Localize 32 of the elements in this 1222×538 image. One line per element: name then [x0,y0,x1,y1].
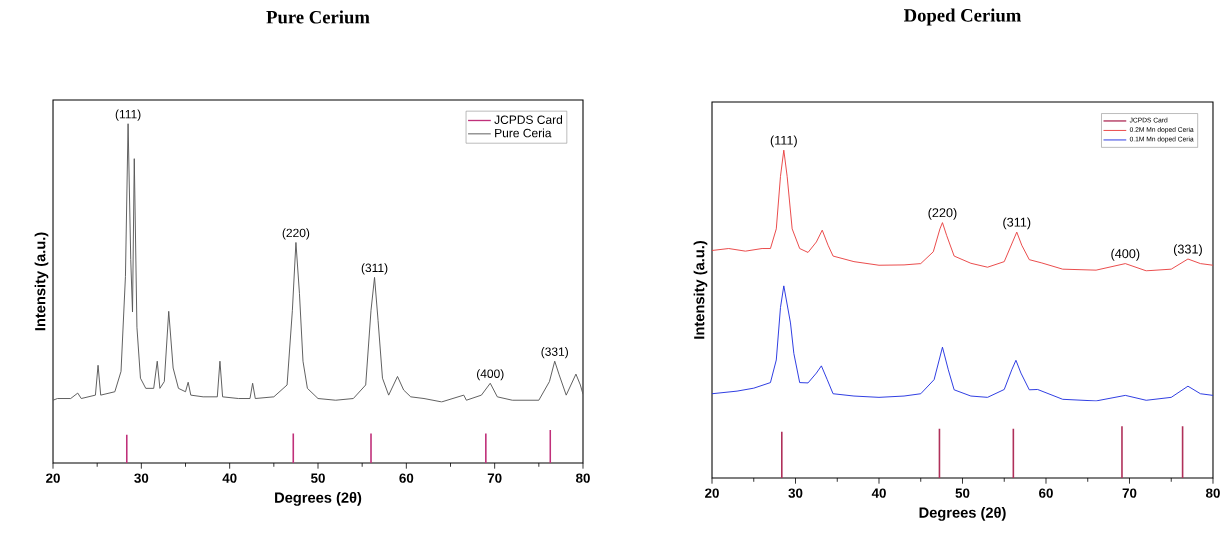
x-tick-label: 20 [705,488,719,498]
legend-label: Pure Ceria [495,128,552,138]
x-tick-label: 80 [576,473,590,483]
annotation: (400) [477,369,504,381]
annotation: (111) [115,109,141,121]
annotation: (111) [770,135,797,148]
chart-title: Doped Cerium [903,8,1022,26]
x-tick-label: 30 [134,473,149,483]
x-tick-label: 30 [788,488,803,498]
x-tick-label: 50 [955,488,970,498]
x-tick-label: 80 [1205,488,1220,498]
x-tick-label: 20 [46,473,60,483]
annotation: (311) [1003,217,1031,230]
annotation: (331) [541,347,568,359]
x-tick-label: 70 [487,473,502,483]
annotation: (331) [1173,244,1202,257]
x-tick-label: 60 [1039,488,1053,498]
annotation: (220) [928,207,957,220]
annotation: (400) [1111,248,1140,261]
x-axis-title: Degrees (2θ) [275,492,362,506]
chart-title: Pure Cerium [266,10,370,24]
x-tick-label: 40 [871,488,886,498]
legend-label: JCPDS Card [494,115,563,124]
x-axis-title: Degrees (2θ) [919,507,1006,521]
annotation: (311) [361,263,388,275]
x-tick-label: 60 [399,473,414,483]
x-tick-label: 40 [222,473,237,483]
annotation: (220) [282,228,310,240]
x-tick-label: 70 [1122,488,1137,498]
y-axis-title: Intensity (a.u.) [34,232,49,331]
y-axis-title: Intensity (a.u.) [693,241,708,339]
x-tick-label: 50 [311,473,325,483]
